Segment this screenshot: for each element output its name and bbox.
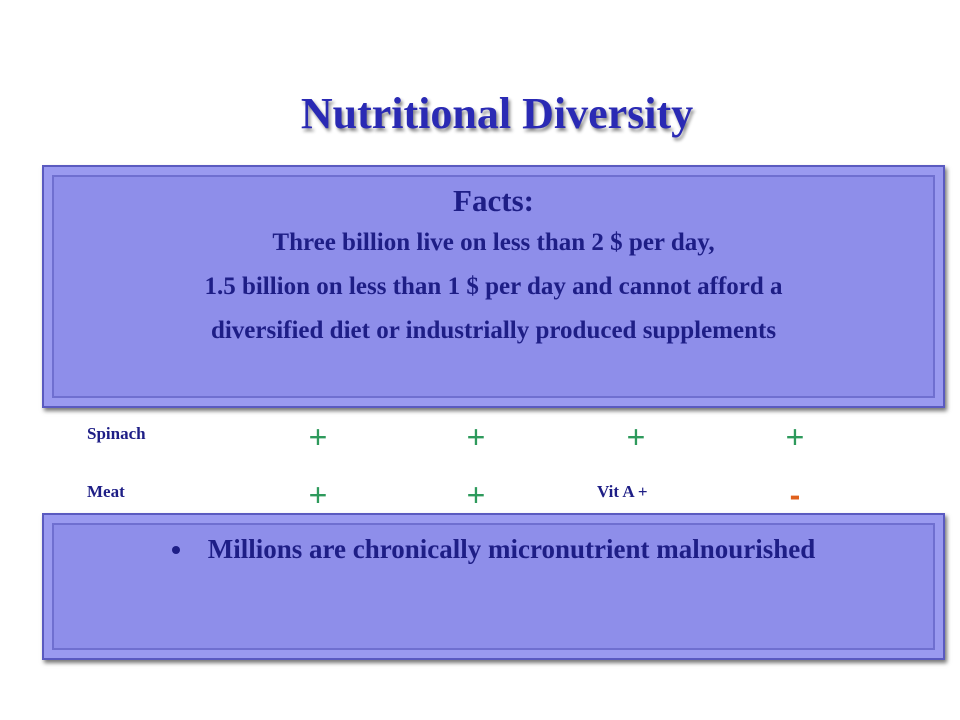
facts-box: Facts: Three billion live on less than 2…	[42, 165, 945, 408]
row-label: Spinach	[87, 424, 146, 443]
facts-heading: Facts:	[453, 183, 534, 218]
row-label: Meat	[87, 482, 125, 501]
facts-line: Three billion live on less than 2 $ per …	[272, 229, 715, 256]
slide-title: Nutritional Diversity	[300, 89, 694, 138]
cell-sign: +	[466, 477, 486, 513]
cell-sign: +	[626, 419, 646, 455]
cell-sign: +	[308, 477, 328, 513]
cell-sign: +	[785, 419, 805, 455]
cell-text: Vit A +	[597, 482, 648, 501]
bullet-list: Millions are chronically micronutrient m…	[164, 529, 824, 569]
cell-sign: -	[789, 477, 801, 513]
facts-line: 1.5 billion on less than 1 $ per day and…	[204, 273, 783, 300]
facts-line: diversified diet or industrially produce…	[210, 317, 777, 344]
bullet-item: Millions are chronically micronutrient m…	[164, 529, 824, 569]
bullet-box: Millions are chronically micronutrient m…	[42, 513, 945, 660]
cell-sign: +	[466, 419, 486, 455]
cell-sign: +	[308, 419, 328, 455]
